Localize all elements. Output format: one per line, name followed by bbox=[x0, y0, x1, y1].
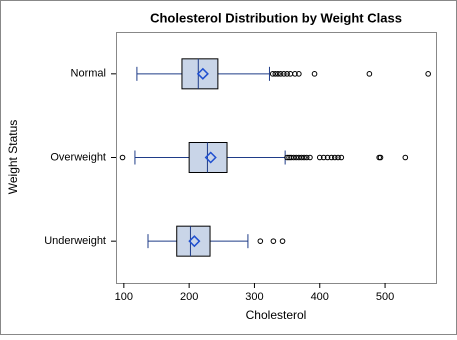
mean-marker bbox=[204, 151, 217, 164]
mean-marker bbox=[188, 235, 201, 248]
outlier bbox=[292, 71, 298, 77]
outlier bbox=[366, 71, 373, 77]
outlier bbox=[284, 71, 290, 77]
outlier bbox=[277, 71, 284, 77]
outlier bbox=[288, 154, 294, 161]
x-tick-label: 300 bbox=[245, 291, 263, 303]
outlier bbox=[272, 71, 279, 77]
outlier bbox=[275, 71, 281, 77]
outlier bbox=[338, 154, 345, 161]
outlier bbox=[303, 154, 310, 161]
outlier bbox=[281, 71, 287, 77]
chart-title: Cholesterol Distribution by Weight Class bbox=[150, 10, 402, 25]
box bbox=[176, 225, 211, 257]
outlier bbox=[307, 154, 313, 161]
outlier bbox=[119, 154, 126, 161]
x-tick-label: 400 bbox=[311, 291, 329, 303]
outlier bbox=[301, 154, 307, 161]
outlier bbox=[296, 154, 302, 161]
outlier bbox=[279, 238, 286, 244]
outlier bbox=[293, 154, 300, 161]
box bbox=[188, 142, 228, 173]
x-tick-label: 100 bbox=[115, 291, 133, 303]
outlier bbox=[425, 71, 431, 77]
box bbox=[181, 58, 219, 90]
mean-marker bbox=[196, 67, 209, 80]
outlier bbox=[328, 154, 335, 161]
y-axis-title: Weight Status bbox=[6, 120, 20, 194]
outlier bbox=[320, 154, 327, 161]
x-axis-title: Cholesterol bbox=[246, 308, 307, 322]
y-tick-label: Normal bbox=[71, 68, 106, 80]
outlier bbox=[298, 154, 305, 161]
outlier bbox=[257, 238, 264, 244]
outlier bbox=[269, 71, 276, 77]
y-tick-label: Underweight bbox=[44, 235, 106, 247]
outlier bbox=[324, 154, 331, 161]
x-tick-label: 200 bbox=[180, 291, 198, 303]
outlier bbox=[296, 71, 302, 77]
outlier bbox=[284, 154, 290, 161]
outlier bbox=[316, 154, 323, 161]
outlier bbox=[270, 238, 277, 244]
x-tick-label: 500 bbox=[376, 291, 394, 303]
y-tick-label: Overweight bbox=[50, 151, 106, 163]
outlier bbox=[331, 154, 338, 161]
outlier bbox=[311, 71, 318, 77]
outlier bbox=[402, 154, 409, 161]
outlier bbox=[290, 154, 297, 161]
outlier bbox=[335, 154, 341, 161]
outlier bbox=[377, 154, 384, 161]
